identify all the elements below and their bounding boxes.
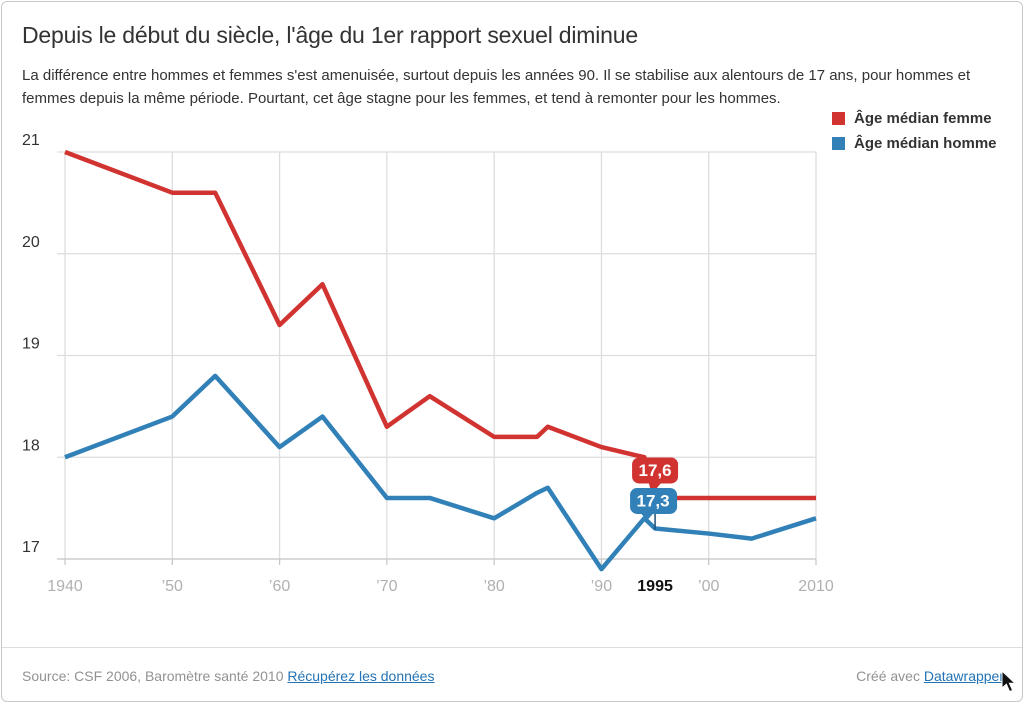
y-axis-tick-label: 18: [22, 437, 40, 454]
y-axis-tick-label: 17: [22, 539, 40, 556]
x-axis-tick-label: ’80: [483, 578, 504, 595]
value-label-pointer: [648, 482, 662, 490]
x-axis-tick-label: ’50: [162, 578, 183, 595]
x-axis-tick-label: ’90: [591, 578, 612, 595]
page-title: Depuis le début du siècle, l'âge du 1er …: [22, 22, 638, 48]
femme-color-swatch-icon: [832, 112, 845, 125]
value-label-box: [630, 487, 678, 514]
source-text: Source: CSF 2006, Baromètre santé 2010 R…: [22, 668, 434, 684]
get-data-link[interactable]: Récupérez les données: [287, 668, 435, 684]
x-axis-tick-label: ’60: [269, 578, 290, 595]
legend-item-femme: Âge médian femme: [832, 110, 997, 127]
value-label: 17,3: [637, 491, 670, 510]
legend-item-homme: Âge médian homme: [832, 135, 997, 152]
value-label-box: [632, 457, 679, 484]
value-label-pointer: [640, 512, 654, 521]
x-axis-tick-label: 2010: [798, 578, 834, 595]
homme-color-swatch-icon: [832, 137, 845, 150]
chart-legend: Âge médian femme Âge médian homme: [832, 110, 997, 160]
line-chart-canvas: 21 20 19 18 17 1940 ’50 ’60 ’70 ’80 ’90 1995 ’00 2010…: [22, 132, 834, 595]
mouse-cursor-icon: [1001, 671, 1017, 693]
x-axis-tick-label: ’70: [376, 578, 397, 595]
credit-text: Créé avec Datawrapper: [856, 668, 1004, 684]
x-axis-tick-label: ’00: [698, 578, 719, 595]
datawrapper-link[interactable]: Datawrapper: [923, 668, 1004, 684]
source-prefix: Source: CSF 2006, Baromètre santé 2010: [22, 668, 284, 684]
chart-description: La différence entre hommes et femmes s'e…: [22, 67, 971, 107]
series-line-femme: [64, 149, 816, 501]
credit-prefix: Créé avec: [856, 668, 920, 684]
y-axis-tick-label: 20: [22, 234, 40, 251]
y-axis-tick-label: 19: [22, 336, 40, 353]
x-axis-tick-label: 1995: [637, 578, 673, 595]
series-line-homme: [64, 373, 817, 572]
x-axis-tick-label: 1940: [47, 578, 83, 595]
y-axis-tick-label: 21: [22, 132, 40, 149]
chart-footer: Source: CSF 2006, Baromètre santé 2010 R…: [2, 647, 1022, 701]
legend-label-femme: Âge médian femme: [854, 110, 992, 127]
value-label: 17,6: [639, 461, 672, 480]
legend-label-homme: Âge médian homme: [854, 135, 997, 152]
